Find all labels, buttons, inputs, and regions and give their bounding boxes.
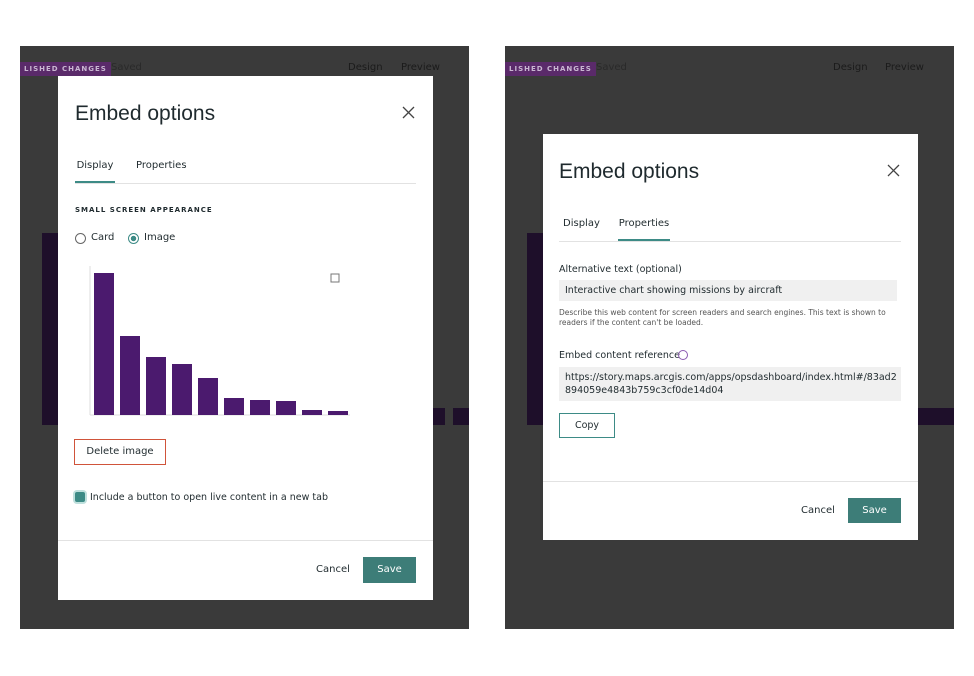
field-label: Embed content reference <box>559 350 680 361</box>
modal: Embed options Display Properties SMALL S… <box>58 76 433 600</box>
preview-tab[interactable]: Preview <box>401 62 440 73</box>
preview-bar <box>328 411 348 415</box>
save-button[interactable]: Save <box>848 498 901 523</box>
delete-button[interactable]: Delete image <box>74 439 166 465</box>
preview-bar <box>224 398 244 415</box>
tab[interactable]: Properties <box>618 218 670 241</box>
badge: LISHED CHANGES <box>505 62 596 76</box>
copy-button[interactable]: Copy <box>559 413 615 438</box>
radio-label: Card <box>91 232 115 243</box>
status: Saved <box>596 62 627 73</box>
modal-title: Embed options <box>75 102 216 125</box>
radio-label: Image <box>144 232 176 243</box>
modal-title: Embed options <box>559 160 700 183</box>
tab[interactable]: Properties <box>136 160 187 171</box>
background-bar <box>453 408 469 425</box>
help-text: Describe this web content for screen rea… <box>559 308 886 327</box>
text-input[interactable]: Interactive chart showing missions by ai… <box>559 280 897 301</box>
info-icon[interactable] <box>678 350 688 360</box>
preview-bar <box>198 378 218 415</box>
checkbox[interactable] <box>75 492 85 502</box>
preview-bar <box>146 357 166 415</box>
preview-bar <box>94 273 114 415</box>
preview-bar <box>276 401 296 415</box>
cancel-button[interactable]: Cancel <box>801 505 835 516</box>
close-button[interactable] <box>887 164 900 177</box>
save-button[interactable]: Save <box>363 557 416 583</box>
preview-bar <box>250 400 270 415</box>
design-tab[interactable]: Design <box>348 62 383 73</box>
divider <box>75 183 416 184</box>
divider <box>58 540 433 541</box>
preview-bar <box>172 364 192 415</box>
field-label: Alternative text (optional) <box>559 264 682 275</box>
text-input[interactable]: https://story.maps.arcgis.com/apps/opsda… <box>559 367 901 401</box>
section-heading: SMALL SCREEN APPEARANCE <box>75 206 213 214</box>
background-bar <box>918 408 954 425</box>
divider <box>559 241 901 242</box>
preview-image <box>89 266 350 416</box>
design-tab[interactable]: Design <box>833 62 868 73</box>
badge: LISHED CHANGES <box>20 62 111 76</box>
preview-tab[interactable]: Preview <box>885 62 924 73</box>
tab[interactable]: Display <box>563 218 600 229</box>
close-button[interactable] <box>402 106 415 119</box>
preview-bar <box>302 410 322 415</box>
status: Saved <box>111 62 142 73</box>
radio-selected[interactable] <box>128 233 139 244</box>
preview-bar <box>120 336 140 415</box>
checkbox-label: Include a button to open live content in… <box>90 492 328 503</box>
radio[interactable] <box>75 233 86 244</box>
cancel-button[interactable]: Cancel <box>316 564 350 575</box>
modal: Embed options Display Properties Alterna… <box>543 134 918 540</box>
divider <box>543 481 918 482</box>
tab[interactable]: Display <box>75 160 115 183</box>
